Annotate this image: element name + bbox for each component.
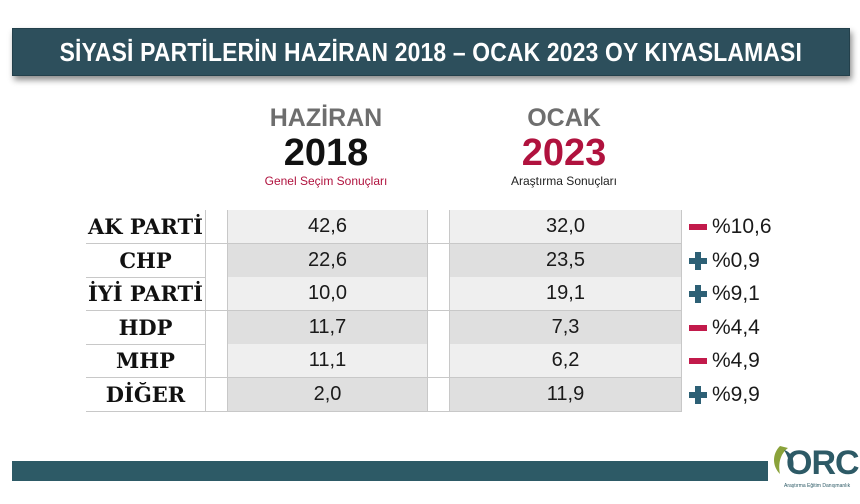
change-percent: %9,9 bbox=[712, 383, 760, 406]
spacer-cell bbox=[428, 310, 450, 345]
page-title: SİYASİ PARTİLERİN HAZİRAN 2018 – OCAK 20… bbox=[59, 36, 803, 67]
table-row: DİĞER 2,0 11,9 %9,9 bbox=[86, 378, 760, 412]
value-2018: 22,6 bbox=[228, 243, 428, 278]
minus-icon bbox=[688, 318, 708, 338]
spacer-cell bbox=[206, 210, 228, 244]
spacer-cell bbox=[428, 210, 450, 244]
party-name: DİĞER bbox=[86, 378, 206, 412]
change-indicator: %4,9 bbox=[688, 344, 788, 378]
table-row: HDP 11,7 7,3 %4,4 bbox=[86, 310, 760, 345]
value-2018: 11,1 bbox=[228, 344, 428, 379]
value-2023: 11,9 bbox=[450, 378, 682, 412]
change-percent: %9,1 bbox=[712, 282, 760, 306]
value-2023: 6,2 bbox=[450, 344, 682, 379]
spacer-cell bbox=[206, 277, 228, 312]
party-name: İYİ PARTİ bbox=[86, 277, 206, 312]
table-row: CHP 22,6 23,5 %0,9 bbox=[86, 243, 760, 278]
change-indicator: %10,6 bbox=[688, 210, 788, 244]
change-percent: %4,4 bbox=[712, 315, 760, 339]
value-2018: 10,0 bbox=[228, 277, 428, 312]
spacer-cell bbox=[428, 378, 450, 412]
value-2018: 42,6 bbox=[228, 210, 428, 244]
change-indicator: %4,4 bbox=[688, 311, 788, 345]
column-source-2023: Araştırma Sonuçları bbox=[510, 174, 618, 188]
value-2018: 11,7 bbox=[228, 310, 428, 345]
party-name: AK PARTİ bbox=[86, 210, 206, 244]
column-source-2018: Genel Seçim Sonuçları bbox=[264, 174, 388, 188]
column-month-2023: OCAK bbox=[527, 104, 601, 132]
value-2023: 7,3 bbox=[450, 310, 682, 345]
table-row: İYİ PARTİ 10,0 19,1 %9,1 bbox=[86, 277, 760, 312]
party-name: CHP bbox=[86, 243, 206, 278]
change-percent: %0,9 bbox=[712, 248, 760, 272]
spacer-cell bbox=[428, 344, 450, 379]
spacer-cell bbox=[206, 344, 228, 379]
bottom-bar bbox=[12, 461, 768, 481]
change-percent: %10,6 bbox=[712, 215, 772, 238]
leaf-icon bbox=[774, 446, 794, 474]
logo-tagline: Araştırma Eğitim Danışmanlık bbox=[784, 483, 851, 489]
value-2023: 19,1 bbox=[450, 277, 682, 312]
title-bar: SİYASİ PARTİLERİN HAZİRAN 2018 – OCAK 20… bbox=[12, 28, 850, 76]
party-name: HDP bbox=[86, 310, 206, 345]
change-indicator: %0,9 bbox=[688, 244, 788, 278]
change-percent: %4,9 bbox=[712, 349, 760, 373]
value-2023: 32,0 bbox=[450, 210, 682, 244]
change-indicator: %9,9 bbox=[688, 378, 788, 412]
minus-icon bbox=[688, 351, 708, 371]
column-year-2023: 2023 bbox=[521, 132, 607, 174]
value-2023: 23,5 bbox=[450, 243, 682, 278]
orc-logo: ORC Araştırma Eğitim Danışmanlık bbox=[770, 440, 860, 498]
plus-icon bbox=[688, 385, 708, 405]
column-year-2018: 2018 bbox=[283, 132, 369, 174]
column-header-2023: OCAK 2023 Araştırma Sonuçları bbox=[467, 104, 661, 189]
column-header-2018: HAZİRAN 2018 Genel Seçim Sonuçları bbox=[229, 104, 423, 189]
spacer-cell bbox=[428, 277, 450, 312]
plus-icon bbox=[688, 284, 708, 304]
table-row: MHP 11,1 6,2 %4,9 bbox=[86, 344, 760, 379]
minus-icon bbox=[688, 217, 708, 237]
change-indicator: %9,1 bbox=[688, 277, 788, 311]
column-month-2018: HAZİRAN bbox=[269, 104, 383, 132]
plus-icon bbox=[688, 251, 708, 271]
table-row: AK PARTİ 42,6 32,0 %10,6 bbox=[86, 210, 772, 244]
spacer-cell bbox=[206, 243, 228, 278]
spacer-cell bbox=[428, 243, 450, 278]
spacer-cell bbox=[206, 378, 228, 412]
logo-text: ORC bbox=[786, 444, 860, 482]
party-name: MHP bbox=[86, 344, 206, 379]
value-2018: 2,0 bbox=[228, 378, 428, 412]
spacer-cell bbox=[206, 310, 228, 345]
